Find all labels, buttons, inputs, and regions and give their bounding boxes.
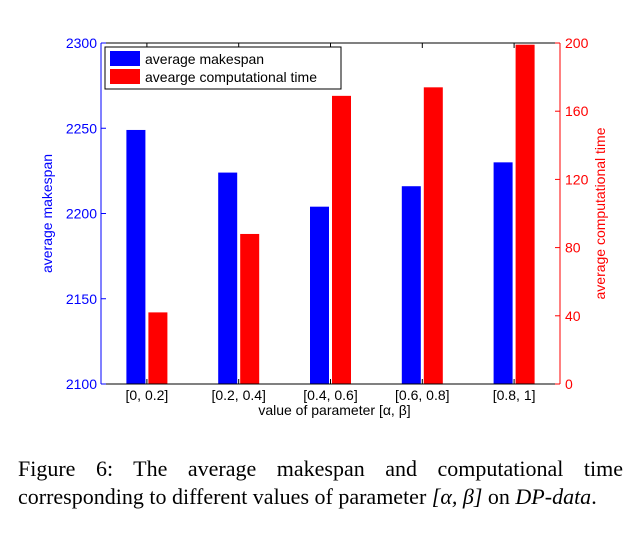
left-y-tick-label: 2200	[66, 206, 97, 222]
bar-makespan	[493, 162, 513, 384]
legend-swatch	[110, 69, 140, 84]
caption-prefix: Figure 6: The average makespan and compu…	[18, 456, 623, 509]
legend-swatch	[110, 51, 140, 66]
x-axis-label: value of parameter [α, β]	[258, 402, 410, 418]
left-y-axis-label: average makespan	[39, 154, 55, 273]
bar-computational-time	[423, 87, 443, 384]
right-y-tick-label: 0	[565, 376, 573, 392]
caption-dataset: DP-data	[515, 484, 592, 509]
x-tick-label: [0.6, 0.8]	[395, 387, 449, 403]
bar-makespan	[126, 129, 146, 384]
x-tick-label: [0.8, 1]	[493, 387, 536, 403]
left-y-tick-label: 2300	[66, 35, 97, 51]
bar-computational-time	[148, 312, 168, 384]
left-y-tick-label: 2150	[66, 291, 97, 307]
left-y-tick-label: 2100	[66, 376, 97, 392]
x-tick-label: [0, 0.2]	[125, 387, 168, 403]
bar-computational-time	[332, 95, 351, 384]
bar-makespan	[218, 172, 238, 384]
caption-math: [α, β]	[431, 484, 483, 509]
bar-computational-time	[240, 233, 260, 384]
legend-label: average makespan	[145, 51, 264, 67]
caption-suffix: .	[591, 484, 597, 509]
figure-caption: Figure 6: The average makespan and compu…	[18, 455, 623, 511]
caption-mid: on	[482, 484, 516, 509]
bar-makespan	[310, 206, 329, 384]
right-y-tick-label: 80	[565, 240, 581, 256]
x-tick-label: [0.2, 0.4]	[211, 387, 265, 403]
legend-box	[104, 46, 342, 90]
right-y-tick-label: 120	[565, 171, 589, 187]
x-tick-label: [0.4, 0.6]	[303, 387, 357, 403]
left-y-tick-label: 2250	[66, 120, 97, 136]
right-y-tick-label: 160	[565, 103, 589, 119]
right-y-tick-label: 200	[565, 35, 589, 51]
bar-computational-time	[515, 44, 535, 385]
legend-label: avearge computational time	[145, 69, 317, 85]
bar-makespan	[401, 186, 421, 384]
dual-axis-bar-chart: 2100 2150 2200 2250 2300 0 40 80 120 160 200 [0, 0.…	[39, 35, 608, 418]
right-y-axis-label: average computational time	[592, 127, 608, 299]
right-y-tick-label: 40	[565, 308, 581, 324]
